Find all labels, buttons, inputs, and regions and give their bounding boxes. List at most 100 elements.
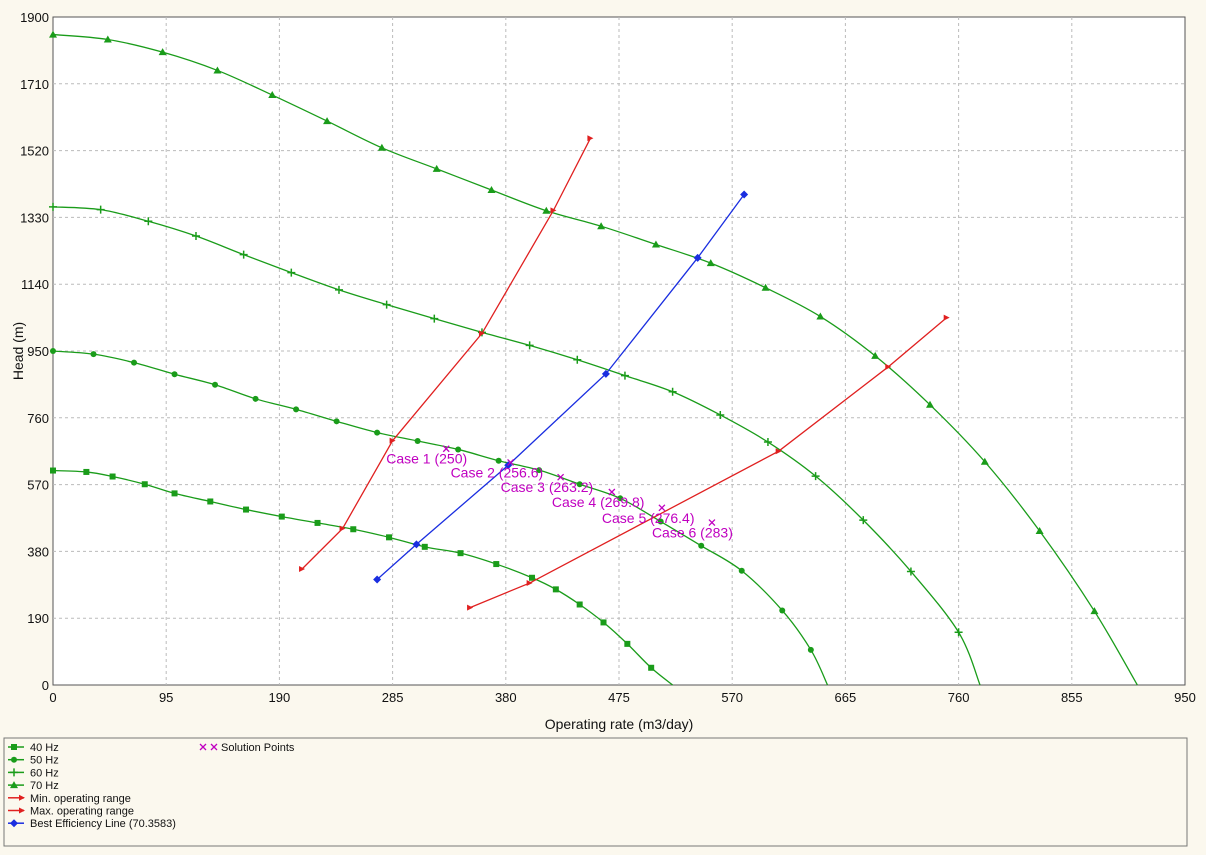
data-point (648, 664, 655, 671)
data-point (50, 467, 56, 474)
data-point (90, 351, 97, 358)
data-point (763, 438, 772, 447)
solution-point (708, 519, 716, 527)
data-point (243, 506, 250, 513)
data-point (333, 418, 340, 425)
data-point (698, 542, 705, 549)
data-point (377, 143, 386, 151)
data-point (716, 410, 725, 419)
solution-point (658, 504, 666, 512)
data-point (738, 567, 745, 574)
data-point (314, 519, 321, 526)
data-point (871, 351, 880, 359)
series-6 (373, 190, 749, 584)
data-point (478, 330, 485, 337)
data-point (495, 457, 502, 464)
data-point (600, 619, 607, 626)
data-point (373, 575, 382, 584)
legend-label: Solution Points (221, 742, 295, 754)
legend-marker (10, 781, 18, 789)
data-point (620, 371, 629, 380)
x-axis-title: Operating rate (m3/day) (545, 716, 694, 732)
x-tick-label: 285 (382, 690, 404, 705)
data-point (49, 30, 57, 38)
legend-marker (199, 743, 207, 751)
solution-point (507, 458, 515, 466)
data-point (779, 607, 786, 614)
solution-label: Case 2 (256.6) (451, 464, 544, 480)
data-point (576, 601, 583, 608)
data-point (487, 185, 496, 193)
y-tick-label: 950 (27, 344, 49, 359)
data-point (334, 285, 343, 294)
data-point (740, 190, 749, 199)
x-tick-label: 95 (159, 690, 173, 705)
legend-label: 40 Hz (30, 742, 59, 754)
grid-lines (53, 17, 1185, 685)
y-tick-label: 1140 (21, 277, 49, 292)
data-point (954, 628, 963, 637)
series-4 (299, 135, 594, 572)
data-point (109, 473, 116, 480)
data-point (412, 540, 421, 549)
data-point (467, 604, 474, 611)
data-point (144, 217, 153, 226)
x-tick-label: 665 (835, 690, 857, 705)
legend-box (3, 737, 1188, 847)
data-point (455, 446, 462, 453)
data-point (601, 369, 610, 378)
data-point (1035, 527, 1044, 535)
data-point (430, 314, 439, 323)
series-0 (50, 467, 674, 686)
data-point (252, 395, 259, 402)
data-point (885, 363, 892, 370)
data-point (811, 472, 820, 481)
legend-marker (19, 794, 25, 801)
data-point (525, 341, 534, 350)
data-point (617, 495, 624, 502)
data-point (587, 135, 594, 142)
data-point (542, 206, 551, 214)
data-point (171, 371, 178, 378)
data-point (414, 438, 421, 445)
data-point (339, 525, 346, 532)
y-tick-label: 760 (27, 411, 49, 426)
legend-marker (11, 744, 17, 750)
legend-label: 60 Hz (30, 767, 59, 779)
data-point (350, 526, 357, 533)
data-point (158, 48, 167, 56)
x-tick-label: 855 (1061, 690, 1083, 705)
data-point (1090, 607, 1099, 615)
y-tick-label: 1900 (20, 10, 49, 25)
data-point (382, 300, 391, 309)
data-point (597, 222, 606, 230)
data-point (83, 468, 90, 475)
data-point (807, 646, 814, 653)
data-point (421, 543, 428, 550)
legend-label: 50 Hz (30, 755, 59, 767)
data-point (171, 490, 178, 497)
data-point (980, 457, 989, 465)
data-point (207, 498, 214, 505)
data-point (299, 565, 306, 572)
data-point (624, 640, 631, 647)
x-tick-label: 475 (608, 690, 630, 705)
legend-label: Best Efficiency Line (70.3583) (30, 818, 176, 830)
x-tick-label: 950 (1174, 690, 1196, 705)
series-1 (50, 348, 829, 686)
x-tick-label: 0 (49, 690, 56, 705)
x-tick-label: 190 (269, 690, 291, 705)
y-tick-label: 570 (27, 478, 49, 493)
data-point (386, 534, 393, 541)
data-point (239, 250, 248, 259)
data-point (457, 550, 464, 557)
x-tick-label: 760 (948, 690, 970, 705)
data-point (693, 253, 702, 262)
series-line (301, 137, 591, 570)
data-point (131, 359, 138, 366)
data-point (926, 400, 935, 408)
solution-point (442, 445, 450, 453)
solution-label: Case 3 (263.2) (501, 479, 594, 495)
data-point (141, 481, 148, 488)
